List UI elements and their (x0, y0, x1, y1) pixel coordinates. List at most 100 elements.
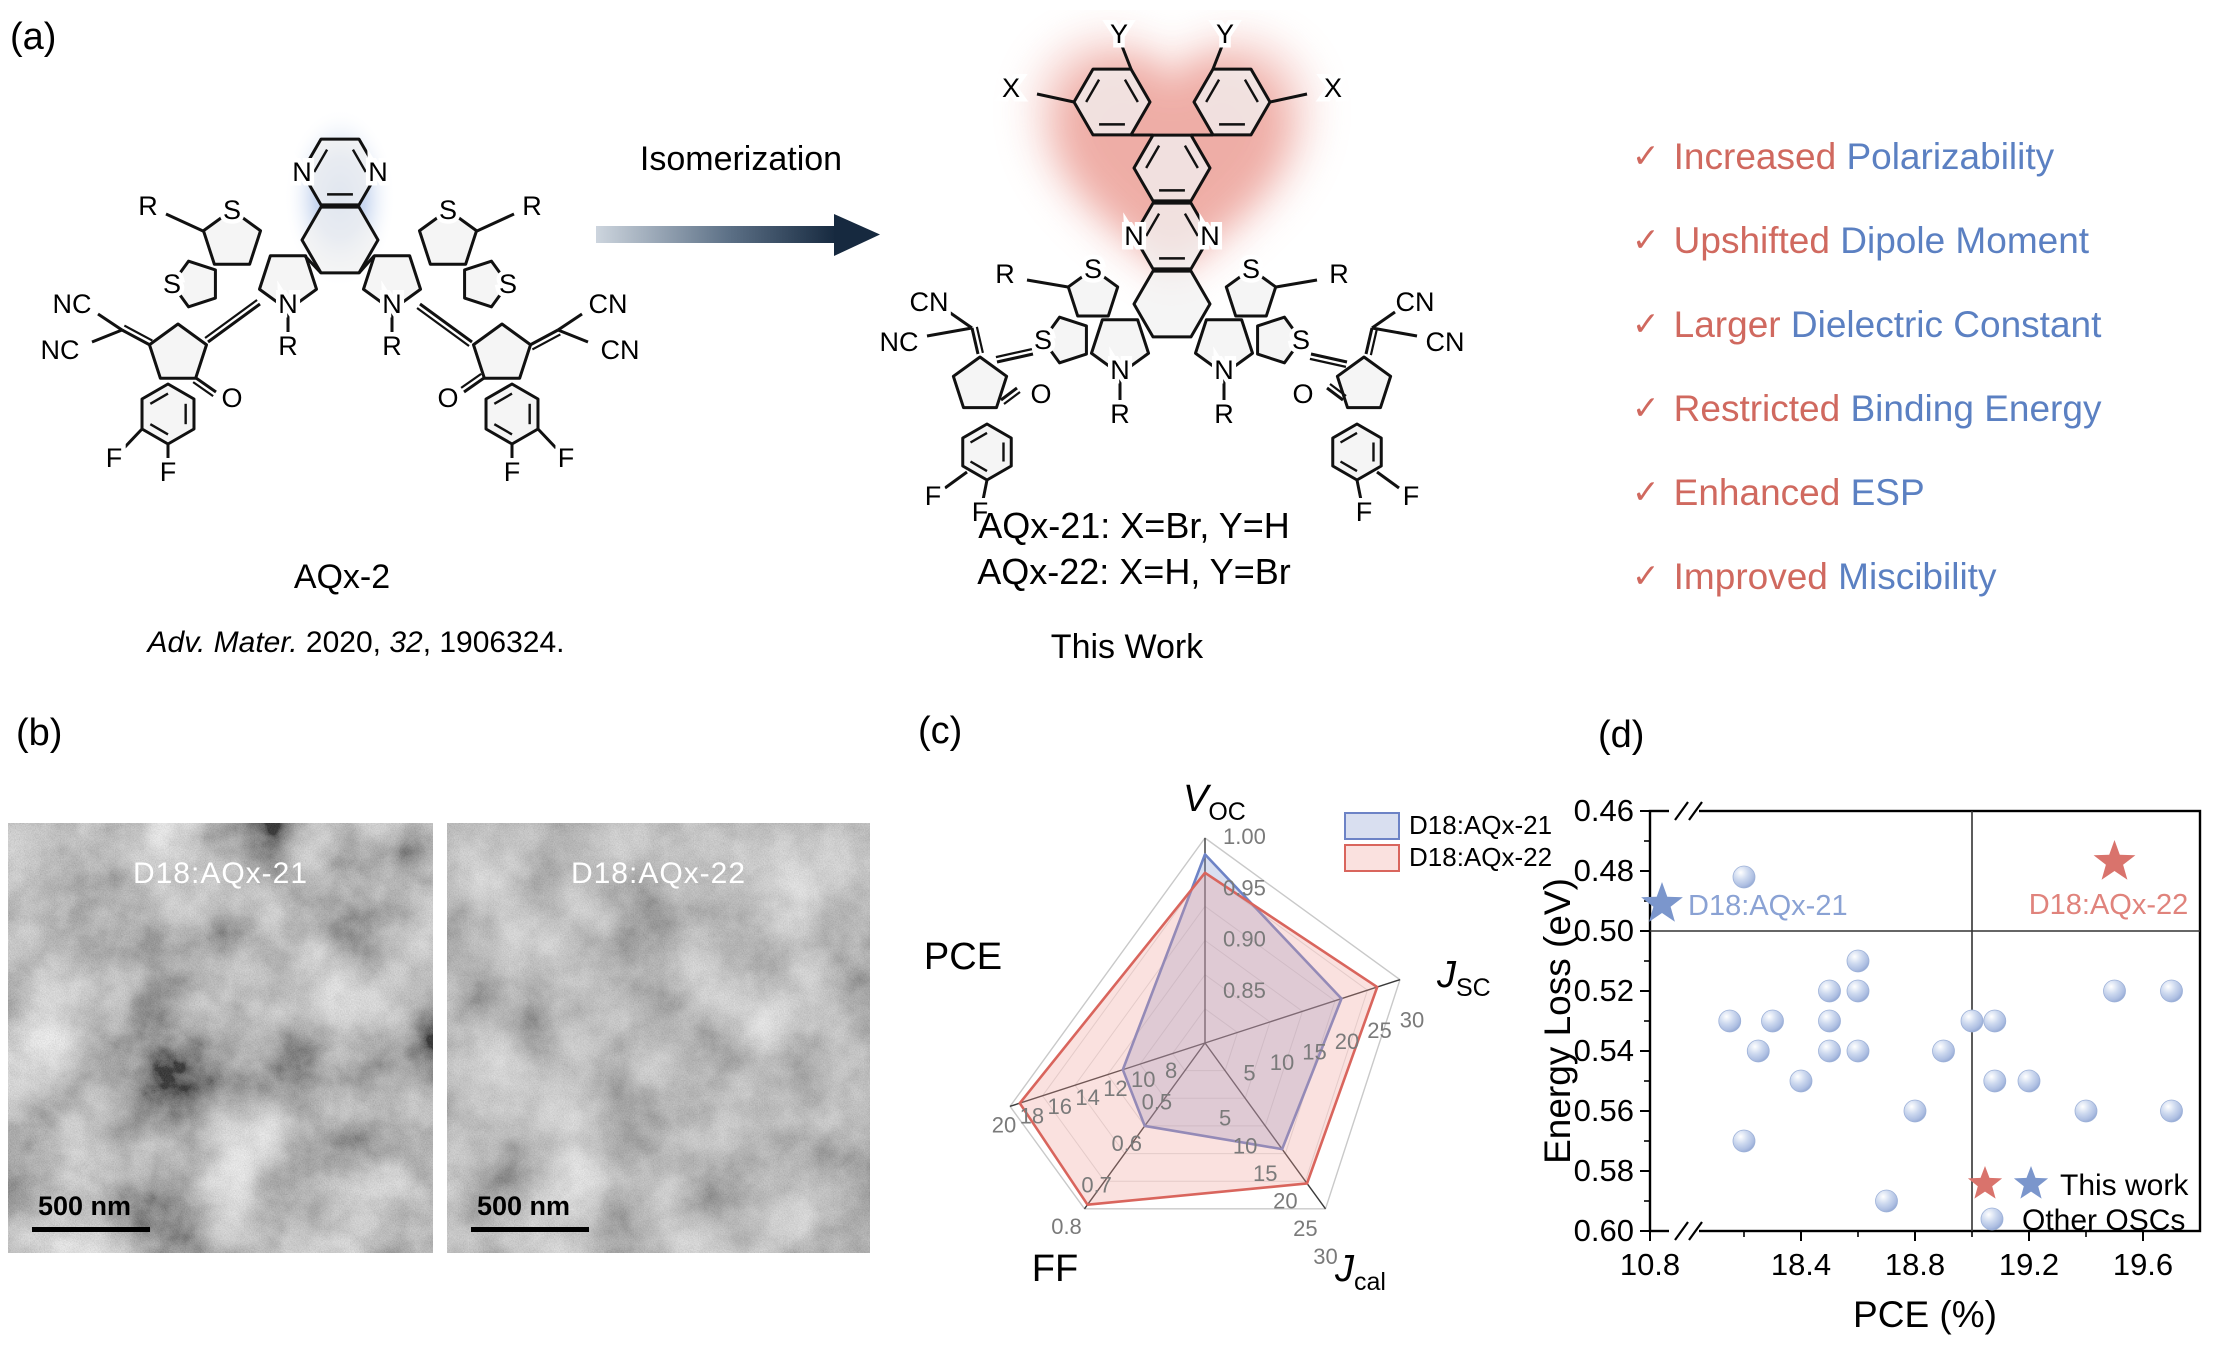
atom-label-cn: CN (1396, 287, 1435, 317)
ring-bond (1066, 267, 1120, 318)
radar-tick-label: 8 (1165, 1058, 1177, 1083)
data-point-sphere (1746, 1039, 1770, 1063)
double-bond (1243, 79, 1259, 103)
scatter-chart: 10.8 18.4 18.8 19.2 19.6 0.46 0.48 0.50 0.52 0.54… (1537, 793, 2202, 1335)
atom-label-s: S (1034, 325, 1052, 355)
aqx22-definition: AQx-22: X=H, Y=Br (977, 551, 1291, 592)
atom-label-s: S (223, 195, 241, 225)
data-point-sphere (1960, 1009, 1984, 1033)
radar-tick-label: 20 (992, 1112, 1016, 1137)
axis-break-icon (1674, 1221, 1689, 1241)
radar-tick-label: 5 (1219, 1106, 1231, 1131)
bond (1371, 326, 1418, 338)
radar-tick-label: 1.00 (1223, 824, 1266, 849)
data-point-sphere (2160, 1099, 2183, 1123)
data-point-sphere (2074, 1099, 2098, 1123)
atom-label-s: S (499, 269, 517, 299)
panel-a-label: (a) (10, 16, 57, 58)
checklist-item-5: ✓ Enhanced ESP (1632, 472, 2218, 514)
radar-chart: 0.850.900.951.005 10 15 20 25 30510152025300.… (924, 778, 1552, 1296)
double-bond (1145, 213, 1161, 237)
double-bond (351, 149, 367, 173)
checkmark-icon: ✓ (1632, 305, 1660, 342)
radar-tick-label: 10 (1270, 1050, 1294, 1075)
panel-b-label: (b) (16, 712, 63, 754)
legend-other-oscs-label: Other OSCs (2022, 1204, 2185, 1237)
double-bond (493, 392, 513, 405)
axis-break-icon (1674, 801, 1689, 821)
y-tick-label: 0.46 (1574, 793, 1634, 828)
atom-label-s: S (1292, 325, 1310, 355)
checklist-lead-word: Restricted (1673, 388, 1851, 429)
data-point-sphere (1846, 1039, 1870, 1063)
bond (970, 327, 980, 355)
tem-label-aqx21: D18:AQx-21 (132, 857, 309, 890)
bond (1376, 470, 1400, 490)
atom-label-nc: NC (53, 289, 92, 319)
double-bond (313, 149, 329, 173)
checklist-item-2: ✓ Upshifted Dipole Moment (1632, 220, 2218, 262)
legend-this-work-label: This work (2060, 1169, 2189, 1202)
radar-grid-ring (1009, 837, 1401, 1210)
bond (557, 328, 589, 344)
radar-tick-label: 30 (1313, 1244, 1337, 1269)
aqx2-citation: Adv. Mater. 2020, 32, 1906324. (116, 626, 596, 660)
radar-tick-label: 20 (1273, 1189, 1297, 1214)
radar-axis-spoke (1204, 978, 1401, 1044)
radar-legend-swatch (1344, 812, 1400, 840)
radar-legend-label: D18:AQx-21 (1409, 810, 1552, 840)
radar-tick-label: 25 (1293, 1216, 1317, 1241)
double-bond (416, 307, 470, 347)
radar-series-D18:AQx-22 (1018, 871, 1379, 1207)
checkmark-icon: ✓ (1632, 473, 1660, 510)
atom-label-cn: CN (910, 287, 949, 317)
citation-year: 2020, (297, 626, 390, 659)
x-tick-label: 19.2 (1999, 1247, 2059, 1282)
x-tick-label: 18.8 (1885, 1247, 1945, 1282)
bond (1000, 386, 1018, 402)
bond (1355, 479, 1363, 501)
data-point-sphere (2103, 979, 2126, 1003)
atom-label-n: N (278, 289, 298, 319)
double-bond (149, 392, 169, 405)
scalebar-line (32, 1227, 150, 1232)
data-point-sphere (1818, 979, 1841, 1003)
tem-noise-texture (447, 823, 870, 1253)
atom-label-s: S (163, 269, 181, 299)
atom-label-o: O (437, 383, 458, 413)
double-bond (1085, 79, 1101, 103)
atom-label-s: S (1242, 254, 1260, 284)
atom-label-o: O (221, 383, 242, 413)
arrow-shaft (596, 226, 836, 243)
double-bond (204, 299, 258, 339)
atom-label-f: F (160, 457, 177, 487)
legend-sphere-icon (1980, 1207, 2004, 1231)
double-bond (1339, 431, 1358, 444)
legend-star-red-icon (1967, 1166, 2003, 1199)
double-bond (460, 373, 482, 389)
radar-tick-label: 10 (1233, 1133, 1257, 1158)
radar-grid-ring (1074, 905, 1336, 1155)
bond (97, 312, 123, 332)
star-marker-D18:AQx-22 (2093, 840, 2136, 880)
axis-break-icon (1688, 801, 1703, 821)
checklist-rest-words: Binding Energy (1850, 388, 2102, 429)
atom-label-n: N (1110, 355, 1130, 385)
radar-tick-label: 0.95 (1223, 875, 1266, 900)
radar-tick-label: 0.5 (1142, 1089, 1173, 1114)
bond (1310, 352, 1348, 364)
atom-label-n: N (1200, 221, 1220, 251)
bond (419, 302, 473, 344)
bond (1371, 310, 1396, 330)
bond (926, 326, 973, 338)
checklist-lead-word: Increased (1673, 136, 1847, 177)
radar-axis-title-J_cal: Jcal (1334, 1248, 1386, 1296)
ring-bond (951, 355, 1009, 410)
checkmark-icon: ✓ (1632, 221, 1660, 258)
bond (476, 212, 515, 233)
atom-label-f: F (504, 457, 521, 487)
scalebar-text: 500 nm (38, 1191, 132, 1221)
atom-label-r: R (278, 331, 298, 361)
bond (948, 310, 973, 330)
